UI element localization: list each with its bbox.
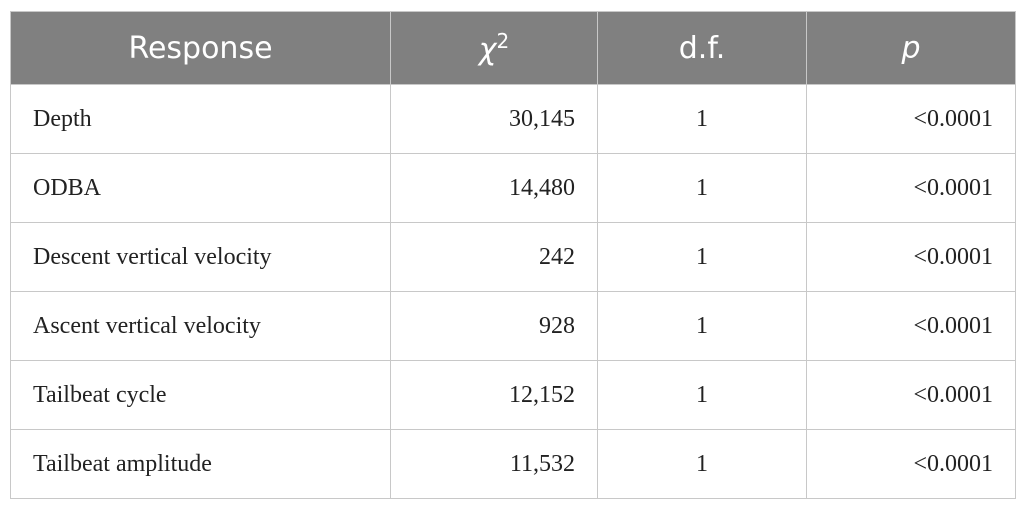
table-cell: 1 — [597, 84, 807, 154]
results-table: Response χ2 d.f. p Depth 30,145 1 <0.0001 OD… — [10, 11, 1016, 499]
table-cell: 11,532 — [390, 429, 598, 499]
table-cell: <0.0001 — [806, 360, 1016, 430]
table-cell: Depth — [10, 84, 391, 154]
table-body: Depth 30,145 1 <0.0001 ODBA 14,480 1 <0.0001 Des… — [10, 84, 1016, 499]
table-cell: Descent vertical velocity — [10, 222, 391, 292]
header-text: p — [901, 30, 921, 66]
header-text: d.f. — [678, 30, 726, 66]
header-superscript: 2 — [496, 29, 510, 53]
table-cell: 1 — [597, 222, 807, 292]
table-row: Depth 30,145 1 <0.0001 — [10, 84, 1016, 154]
table-cell: <0.0001 — [806, 222, 1016, 292]
table-cell: ODBA — [10, 153, 391, 223]
table-cell: 1 — [597, 153, 807, 223]
header-text: Response — [128, 30, 273, 66]
header-cell: Response — [10, 11, 391, 85]
table-cell: 1 — [597, 360, 807, 430]
table-cell: Ascent vertical velocity — [10, 291, 391, 361]
table-cell: 1 — [597, 429, 807, 499]
table-cell: <0.0001 — [806, 429, 1016, 499]
table-row: Ascent vertical velocity 928 1 <0.0001 — [10, 291, 1016, 361]
table-row: Tailbeat amplitude 11,532 1 <0.0001 — [10, 429, 1016, 499]
table-cell: <0.0001 — [806, 84, 1016, 154]
header-cell: d.f. — [597, 11, 807, 85]
header-row: Response χ2 d.f. p — [10, 11, 1016, 85]
table-row: Descent vertical velocity 242 1 <0.0001 — [10, 222, 1016, 292]
table-cell: Tailbeat cycle — [10, 360, 391, 430]
table-header: Response χ2 d.f. p — [10, 11, 1016, 85]
table-cell: 928 — [390, 291, 598, 361]
table-cell: 12,152 — [390, 360, 598, 430]
table-cell: <0.0001 — [806, 291, 1016, 361]
table-cell: 242 — [390, 222, 598, 292]
table-row: ODBA 14,480 1 <0.0001 — [10, 153, 1016, 223]
table-cell: <0.0001 — [806, 153, 1016, 223]
table-cell: 14,480 — [390, 153, 598, 223]
table-cell: Tailbeat amplitude — [10, 429, 391, 499]
table-row: Tailbeat cycle 12,152 1 <0.0001 — [10, 360, 1016, 430]
header-cell: p — [806, 11, 1016, 85]
header-text: χ — [478, 32, 497, 67]
header-cell: χ2 — [390, 11, 598, 85]
table-cell: 30,145 — [390, 84, 598, 154]
table-cell: 1 — [597, 291, 807, 361]
